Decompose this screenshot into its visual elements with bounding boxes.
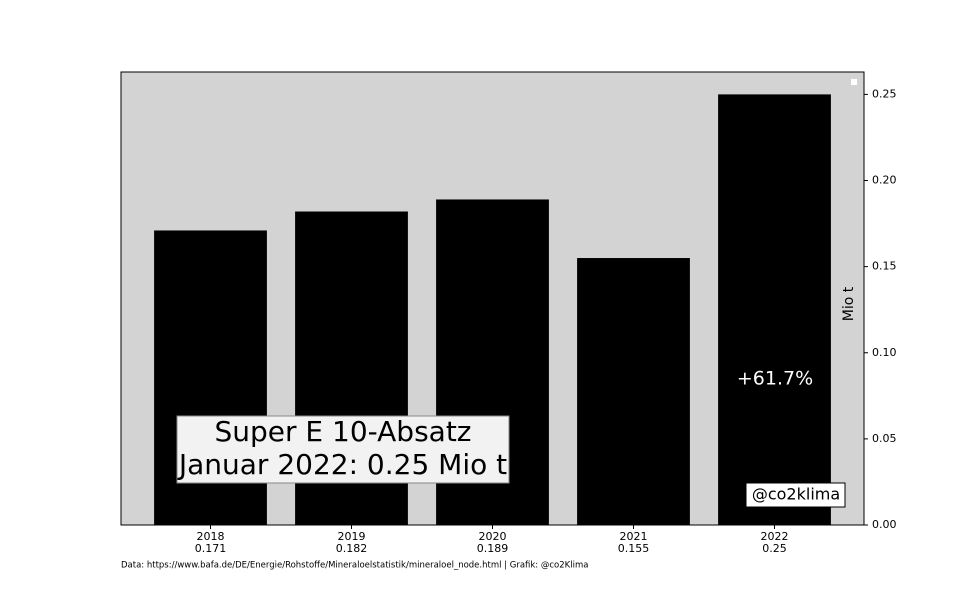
legend <box>851 79 857 85</box>
value-label: 0.182 <box>336 542 368 555</box>
y-tick-label: 0.20 <box>872 174 897 187</box>
annotation-line: Super E 10-Absatz <box>215 415 472 448</box>
bar <box>577 258 690 525</box>
x-tick-label: 2022 <box>761 530 789 543</box>
x-tick-label: 2020 <box>479 530 507 543</box>
handle-box <box>745 482 846 508</box>
bar <box>718 94 831 525</box>
annotation-box <box>176 415 510 484</box>
y-axis-label: Mio t <box>841 286 857 321</box>
y-tick-label: 0.25 <box>872 87 897 100</box>
value-label: 0.155 <box>618 542 650 555</box>
handle: @co2klima <box>752 485 840 504</box>
value-label: 0.25 <box>762 542 787 555</box>
x-tick-label: 2021 <box>620 530 648 543</box>
value-label: 0.189 <box>477 542 509 555</box>
y-tick-label: 0.15 <box>872 260 897 273</box>
change-label: +61.7% <box>737 368 813 390</box>
y-tick-label: 0.05 <box>872 432 897 445</box>
y-tick-label: 0.10 <box>872 346 897 359</box>
annotation-line: Januar 2022: 0.25 Mio t <box>177 448 507 481</box>
x-tick-label: 2019 <box>338 530 366 543</box>
y-tick-label: 0.00 <box>872 518 897 531</box>
value-label: 0.171 <box>195 542 227 555</box>
source: Data: https://www.bafa.de/DE/Energie/Roh… <box>121 561 588 571</box>
x-tick-label: 2018 <box>197 530 225 543</box>
